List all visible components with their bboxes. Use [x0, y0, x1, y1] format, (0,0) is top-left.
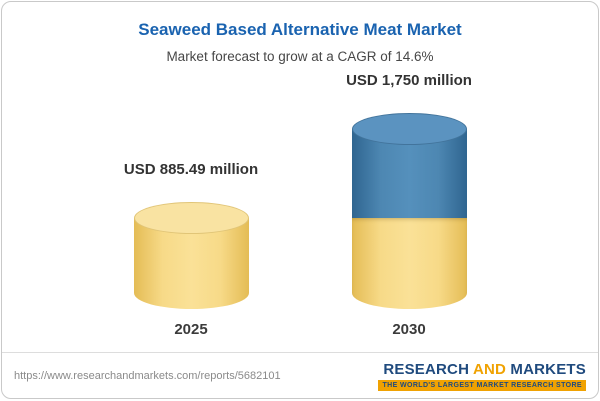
bar-2030-cylinder — [351, 113, 467, 309]
logo-tagline: THE WORLD'S LARGEST MARKET RESEARCH STOR… — [378, 379, 586, 391]
bar-2030-bottom-segment — [351, 217, 467, 309]
report-url: https://www.researchandmarkets.com/repor… — [14, 369, 281, 382]
bar-2025-category-label: 2025 — [174, 321, 208, 338]
page-title: Seaweed Based Alternative Meat Market — [138, 20, 462, 39]
bar-2030-cap — [351, 113, 467, 146]
bar-2025-value-label: USD 885.49 million — [123, 160, 259, 178]
logo-word-markets: MARKETS — [510, 360, 586, 378]
logo-wordmark: RESEARCH AND MARKETS — [383, 361, 586, 378]
chart-header: Seaweed Based Alternative Meat Market Ma… — [2, 2, 598, 64]
bar-group-2025: USD 885.49 million 2025 — [106, 161, 276, 338]
bar-2025-cylinder — [133, 201, 249, 309]
bar-2030-value-label: USD 1,750 million — [346, 72, 472, 90]
logo-word-research: RESEARCH — [383, 360, 470, 378]
bar-group-2030: USD 1,750 million 2030 — [324, 72, 494, 338]
researchandmarkets-logo: RESEARCH AND MARKETS THE WORLD'S LARGEST… — [378, 361, 586, 391]
page-subtitle: Market forecast to grow at a CAGR of 14.… — [166, 49, 434, 64]
footer: https://www.researchandmarkets.com/repor… — [2, 352, 598, 398]
bar-2030-category-label: 2030 — [392, 321, 426, 338]
chart-area: USD 885.49 million 2025 USD 1,750 millio… — [2, 64, 598, 352]
logo-word-and: AND — [472, 360, 507, 378]
bar-2025-cap — [133, 201, 249, 234]
